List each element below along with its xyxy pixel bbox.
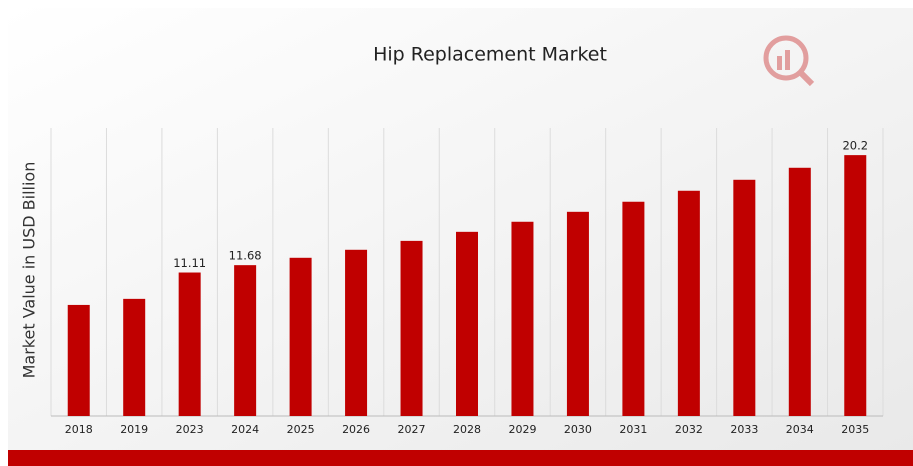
bar <box>67 304 90 416</box>
bar <box>733 179 756 416</box>
x-tick-label: 2033 <box>730 423 758 436</box>
x-tick-label: 2027 <box>398 423 426 436</box>
data-label: 11.68 <box>229 249 262 263</box>
x-tick-label: 2035 <box>841 423 869 436</box>
bar <box>566 211 589 416</box>
x-tick-label: 2030 <box>564 423 592 436</box>
data-label: 20.2 <box>842 139 868 153</box>
chart-title: Hip Replacement Market <box>373 44 607 66</box>
x-tick-label: 2024 <box>231 423 259 436</box>
x-tick-label: 2032 <box>675 423 703 436</box>
data-label: 11.11 <box>173 256 206 270</box>
x-tick-label: 2028 <box>453 423 481 436</box>
x-tick-label: 2031 <box>619 423 647 436</box>
footer-band <box>8 450 913 466</box>
bar <box>456 231 478 416</box>
bar <box>400 240 423 416</box>
x-tick-label: 2029 <box>508 423 536 436</box>
logo <box>763 35 815 87</box>
bar <box>234 265 257 416</box>
x-tick-label: 2018 <box>65 423 93 436</box>
y-axis-label: Market Value in USD Billion <box>20 162 39 379</box>
bar <box>289 257 312 416</box>
bar <box>178 272 201 416</box>
x-tick-label: 2026 <box>342 423 370 436</box>
bar <box>511 221 534 416</box>
bar <box>622 201 645 416</box>
bar <box>788 167 811 416</box>
x-tick-label: 2025 <box>287 423 315 436</box>
bar <box>844 155 867 416</box>
x-tick-label: 2023 <box>176 423 204 436</box>
bar <box>677 190 700 416</box>
bar <box>345 249 368 416</box>
bar <box>123 298 146 416</box>
x-tick-label: 2019 <box>120 423 148 436</box>
x-tick-label: 2034 <box>786 423 814 436</box>
